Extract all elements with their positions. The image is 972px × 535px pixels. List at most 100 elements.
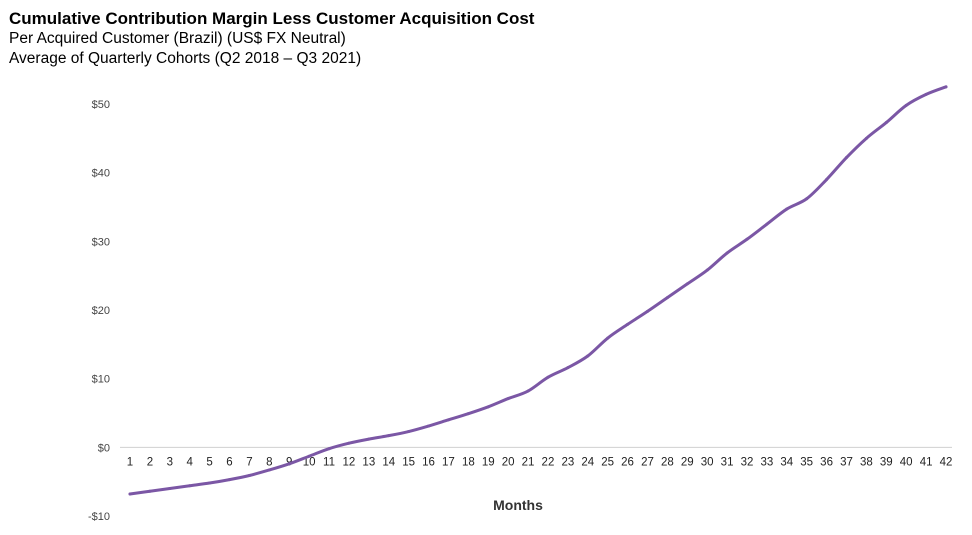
- y-tick-label: $30: [92, 236, 110, 248]
- x-tick-label: 40: [900, 456, 913, 468]
- x-tick-label: 27: [641, 456, 654, 468]
- x-tick-label: 7: [246, 456, 252, 468]
- x-tick-label: 8: [266, 456, 272, 468]
- x-tick-label: 25: [601, 456, 614, 468]
- x-tick-label: 37: [840, 456, 853, 468]
- y-tick-label: $50: [92, 99, 110, 111]
- chart-subtitle-2: Average of Quarterly Cohorts (Q2 2018 – …: [9, 50, 362, 67]
- data-point: [785, 207, 789, 211]
- data-point: [606, 336, 610, 340]
- x-tick-label: 12: [343, 456, 356, 468]
- data-point: [626, 322, 630, 326]
- x-tick-label: 36: [820, 456, 833, 468]
- data-point: [168, 487, 172, 491]
- y-tick-label: $40: [92, 168, 110, 180]
- data-point: [128, 492, 132, 496]
- x-tick-label: 39: [880, 456, 893, 468]
- x-tick-label: 41: [920, 456, 933, 468]
- y-tick-label: $10: [92, 374, 110, 386]
- data-point: [367, 437, 371, 441]
- x-tick-label: 16: [422, 456, 435, 468]
- data-point: [665, 296, 669, 300]
- x-tick-label: 32: [741, 456, 754, 468]
- data-point: [446, 418, 450, 422]
- data-point: [586, 354, 590, 358]
- x-tick-label: 31: [721, 456, 734, 468]
- x-tick-label: 10: [303, 456, 316, 468]
- data-point: [645, 309, 649, 313]
- data-point: [904, 103, 908, 107]
- x-tick-label: 15: [402, 456, 415, 468]
- x-tick-label: 23: [561, 456, 574, 468]
- chart-subtitle-1: Per Acquired Customer (Brazil) (US$ FX N…: [9, 30, 346, 47]
- data-point: [924, 92, 928, 96]
- data-point: [407, 430, 411, 434]
- data-point: [864, 136, 868, 140]
- chart-title: Cumulative Contribution Margin Less Cust…: [9, 9, 535, 28]
- x-tick-label: 28: [661, 456, 674, 468]
- x-axis-label: Months: [493, 497, 543, 513]
- x-tick-label: 1: [127, 456, 133, 468]
- data-point: [526, 389, 530, 393]
- data-point: [745, 237, 749, 241]
- data-point: [546, 375, 550, 379]
- y-tick-label: -$10: [88, 511, 110, 523]
- data-point: [685, 282, 689, 286]
- data-point: [884, 121, 888, 125]
- data-point: [148, 489, 152, 493]
- x-tick-label: 18: [462, 456, 475, 468]
- data-point: [247, 473, 251, 477]
- series-line: [128, 85, 948, 496]
- y-tick-label: $20: [92, 305, 110, 317]
- y-tick-label: $0: [98, 442, 110, 454]
- data-point: [267, 468, 271, 472]
- data-point: [287, 462, 291, 466]
- x-tick-label: 26: [621, 456, 634, 468]
- x-tick-label: 11: [323, 456, 335, 468]
- data-point: [228, 478, 232, 482]
- x-tick-label: 6: [226, 456, 232, 468]
- data-point: [347, 441, 351, 445]
- x-tick-label: 38: [860, 456, 873, 468]
- data-point: [805, 197, 809, 201]
- data-point: [566, 366, 570, 370]
- data-point: [944, 85, 948, 89]
- data-point: [466, 412, 470, 416]
- data-points: [128, 85, 948, 496]
- x-tick-label: 19: [482, 456, 495, 468]
- x-tick-label: 20: [502, 456, 515, 468]
- x-tick-label: 3: [167, 456, 173, 468]
- data-point: [387, 434, 391, 438]
- x-tick-label: 22: [542, 456, 555, 468]
- data-point: [427, 424, 431, 428]
- data-point: [765, 222, 769, 226]
- data-point: [844, 156, 848, 160]
- data-point: [725, 251, 729, 255]
- data-point: [208, 481, 212, 485]
- data-point: [307, 454, 311, 458]
- x-tick-label: 34: [780, 456, 793, 468]
- x-tick-label: 5: [206, 456, 212, 468]
- x-tick-label: 24: [581, 456, 594, 468]
- data-point: [705, 268, 709, 272]
- data-point: [506, 397, 510, 401]
- x-tick-label: 2: [147, 456, 153, 468]
- x-tick-label: 30: [701, 456, 714, 468]
- x-tick-label: 14: [382, 456, 395, 468]
- data-point: [825, 178, 829, 182]
- x-axis-ticks: 1234567891011121314151617181920212223242…: [127, 456, 953, 468]
- x-tick-label: 21: [522, 456, 535, 468]
- x-tick-label: 29: [681, 456, 694, 468]
- chart-header: Cumulative Contribution Margin Less Cust…: [9, 8, 534, 69]
- x-tick-label: 33: [760, 456, 773, 468]
- data-point: [327, 447, 331, 451]
- x-tick-label: 13: [362, 456, 375, 468]
- y-axis-ticks: $50 $40 $30 $20 $10 $0 -$10: [88, 99, 110, 523]
- x-tick-label: 4: [187, 456, 194, 468]
- data-point: [188, 484, 192, 488]
- x-tick-label: 42: [940, 456, 953, 468]
- x-tick-label: 35: [800, 456, 813, 468]
- x-tick-label: 17: [442, 456, 455, 468]
- data-point: [486, 405, 490, 409]
